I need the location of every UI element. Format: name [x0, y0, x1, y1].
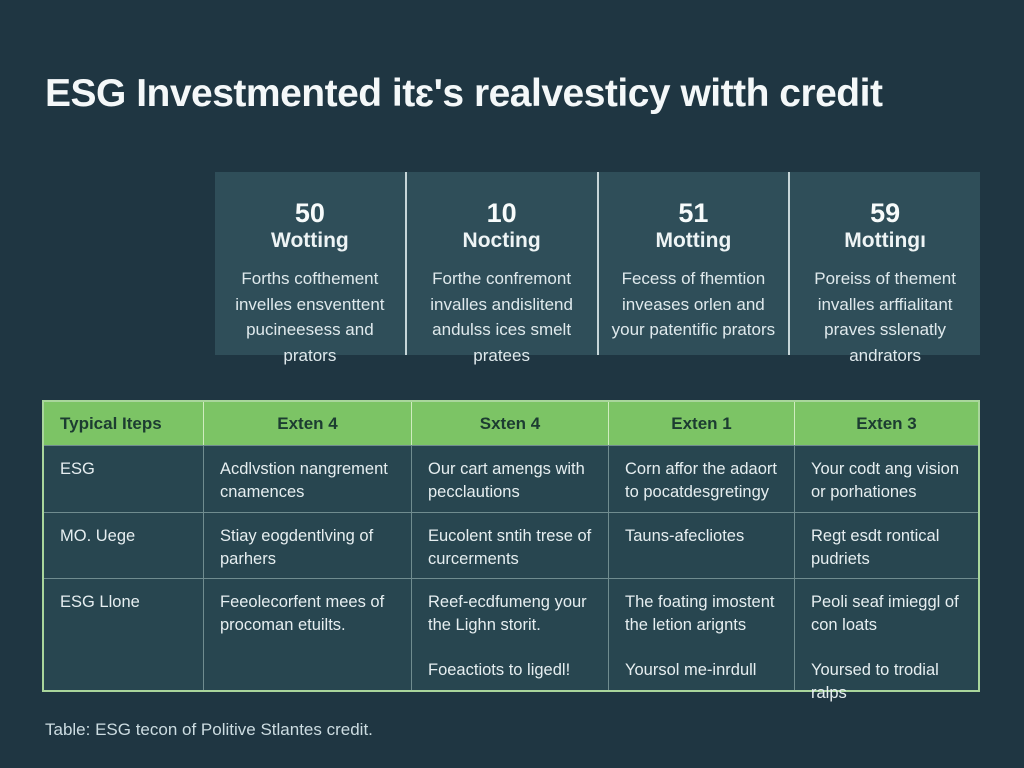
table-cell: Regt esdt rontical pudriets [795, 512, 978, 578]
table-row-label: ESG Llone [44, 578, 204, 690]
cell-text: Our cart amengs with pecclautions [428, 460, 585, 502]
cell-text: Acdlvstion nangrement cnamences [220, 460, 388, 502]
cell-text: ESG Llone [60, 593, 140, 611]
stat-value: 59 [870, 198, 901, 228]
table-cell: Eucolent sntih trese of curcerments [412, 512, 609, 578]
stat-description: Fecess of fhemtion inveases orlen and yo… [611, 269, 776, 340]
table-row-label: MO. Uege [44, 512, 204, 578]
stat-label: Wotting [271, 229, 349, 253]
table-header-cell: Exten 3 [795, 402, 978, 445]
cell-text: Eucolent sntih trese of curcerments [428, 527, 592, 569]
cell-text: The foating imostent the letion arignts [625, 593, 775, 635]
stat-cards-strip: 50 Wotting Forths cofthement invelles en… [215, 172, 980, 365]
stat-description: Poreiss of thement invalles arffialitant… [814, 269, 956, 365]
cell-text: Yoursol me-inrdull [625, 661, 757, 680]
table-caption: Table: ESG tecon of Politive Stlantes cr… [45, 720, 373, 739]
table-header-cell: Exten 4 [204, 402, 412, 445]
table-cell: Your codt ang vision or porhationes [795, 445, 978, 512]
table-cell: Corn affor the adaort to pocatdesgreting… [609, 445, 795, 512]
table-cell: Acdlvstion nangrement cnamences [204, 445, 412, 512]
cell-text: Stiay eogdentlving of parhers [220, 527, 374, 569]
table-cell: Reef-ecdfumeng your the Lighn storit. Fo… [412, 578, 609, 690]
summary-table: Typical Iteps Exten 4 Sxten 4 Exten 1 Ex… [42, 400, 980, 702]
slide-title: ESG Investmented itɛ's realvesticy witth… [45, 72, 883, 116]
table-header-cell: Exten 1 [609, 402, 795, 445]
table-row-label: ESG [44, 445, 204, 512]
cell-text: ESG [60, 460, 95, 478]
cell-text: Corn affor the adaort to pocatdesgreting… [625, 460, 777, 502]
stat-description: Forthe confremont invalles andislitend a… [430, 269, 573, 365]
cell-text: Feeolecorfent mees of procoman etuilts. [220, 593, 385, 635]
stat-description: Forths cofthement invelles ensventtent p… [235, 269, 385, 365]
table-cell: Our cart amengs with pecclautions [412, 445, 609, 512]
stat-value: 50 [294, 198, 325, 228]
stat-value: 10 [486, 198, 517, 228]
table-cell: The foating imostent the letion arignts … [609, 578, 795, 690]
cell-text: Yoursed to trodial ralps [811, 661, 939, 703]
cell-text: Your codt ang vision or porhationes [811, 460, 959, 502]
table-cell: Peoli seaf imieggl of con loats Yoursed … [795, 578, 978, 702]
table-header-cell: Typical Iteps [44, 402, 204, 445]
cell-text: Tauns-afecliotes [625, 527, 745, 545]
stat-card-4: 59 Mottingı Poreiss of thement invalles … [788, 172, 980, 365]
table-cell: Feeolecorfent mees of procoman etuilts. [204, 578, 412, 690]
stat-label: Motting [655, 229, 732, 253]
cell-text: Peoli seaf imieggl of con loats [811, 593, 959, 635]
stat-card-3: 51 Motting Fecess of fhemtion inveases o… [596, 172, 789, 355]
stat-value: 51 [678, 198, 709, 228]
cell-text: MO. Uege [60, 527, 136, 545]
stat-label: Nocting [462, 229, 541, 253]
table-header-cell: Sxten 4 [412, 402, 609, 445]
cell-text: Foeactiots to ligedl! [428, 661, 571, 680]
cell-text: Reef-ecdfumeng your the Lighn storit. [428, 593, 587, 635]
table-cell: Tauns-afecliotes [609, 512, 795, 578]
cell-text: Regt esdt rontical pudriets [811, 527, 940, 569]
stat-card-1: 50 Wotting Forths cofthement invelles en… [215, 172, 405, 365]
stat-label: Mottingı [844, 229, 926, 253]
table-cell: Stiay eogdentlving of parhers [204, 512, 412, 578]
stat-card-2: 10 Nocting Forthe confremont invalles an… [404, 172, 597, 365]
